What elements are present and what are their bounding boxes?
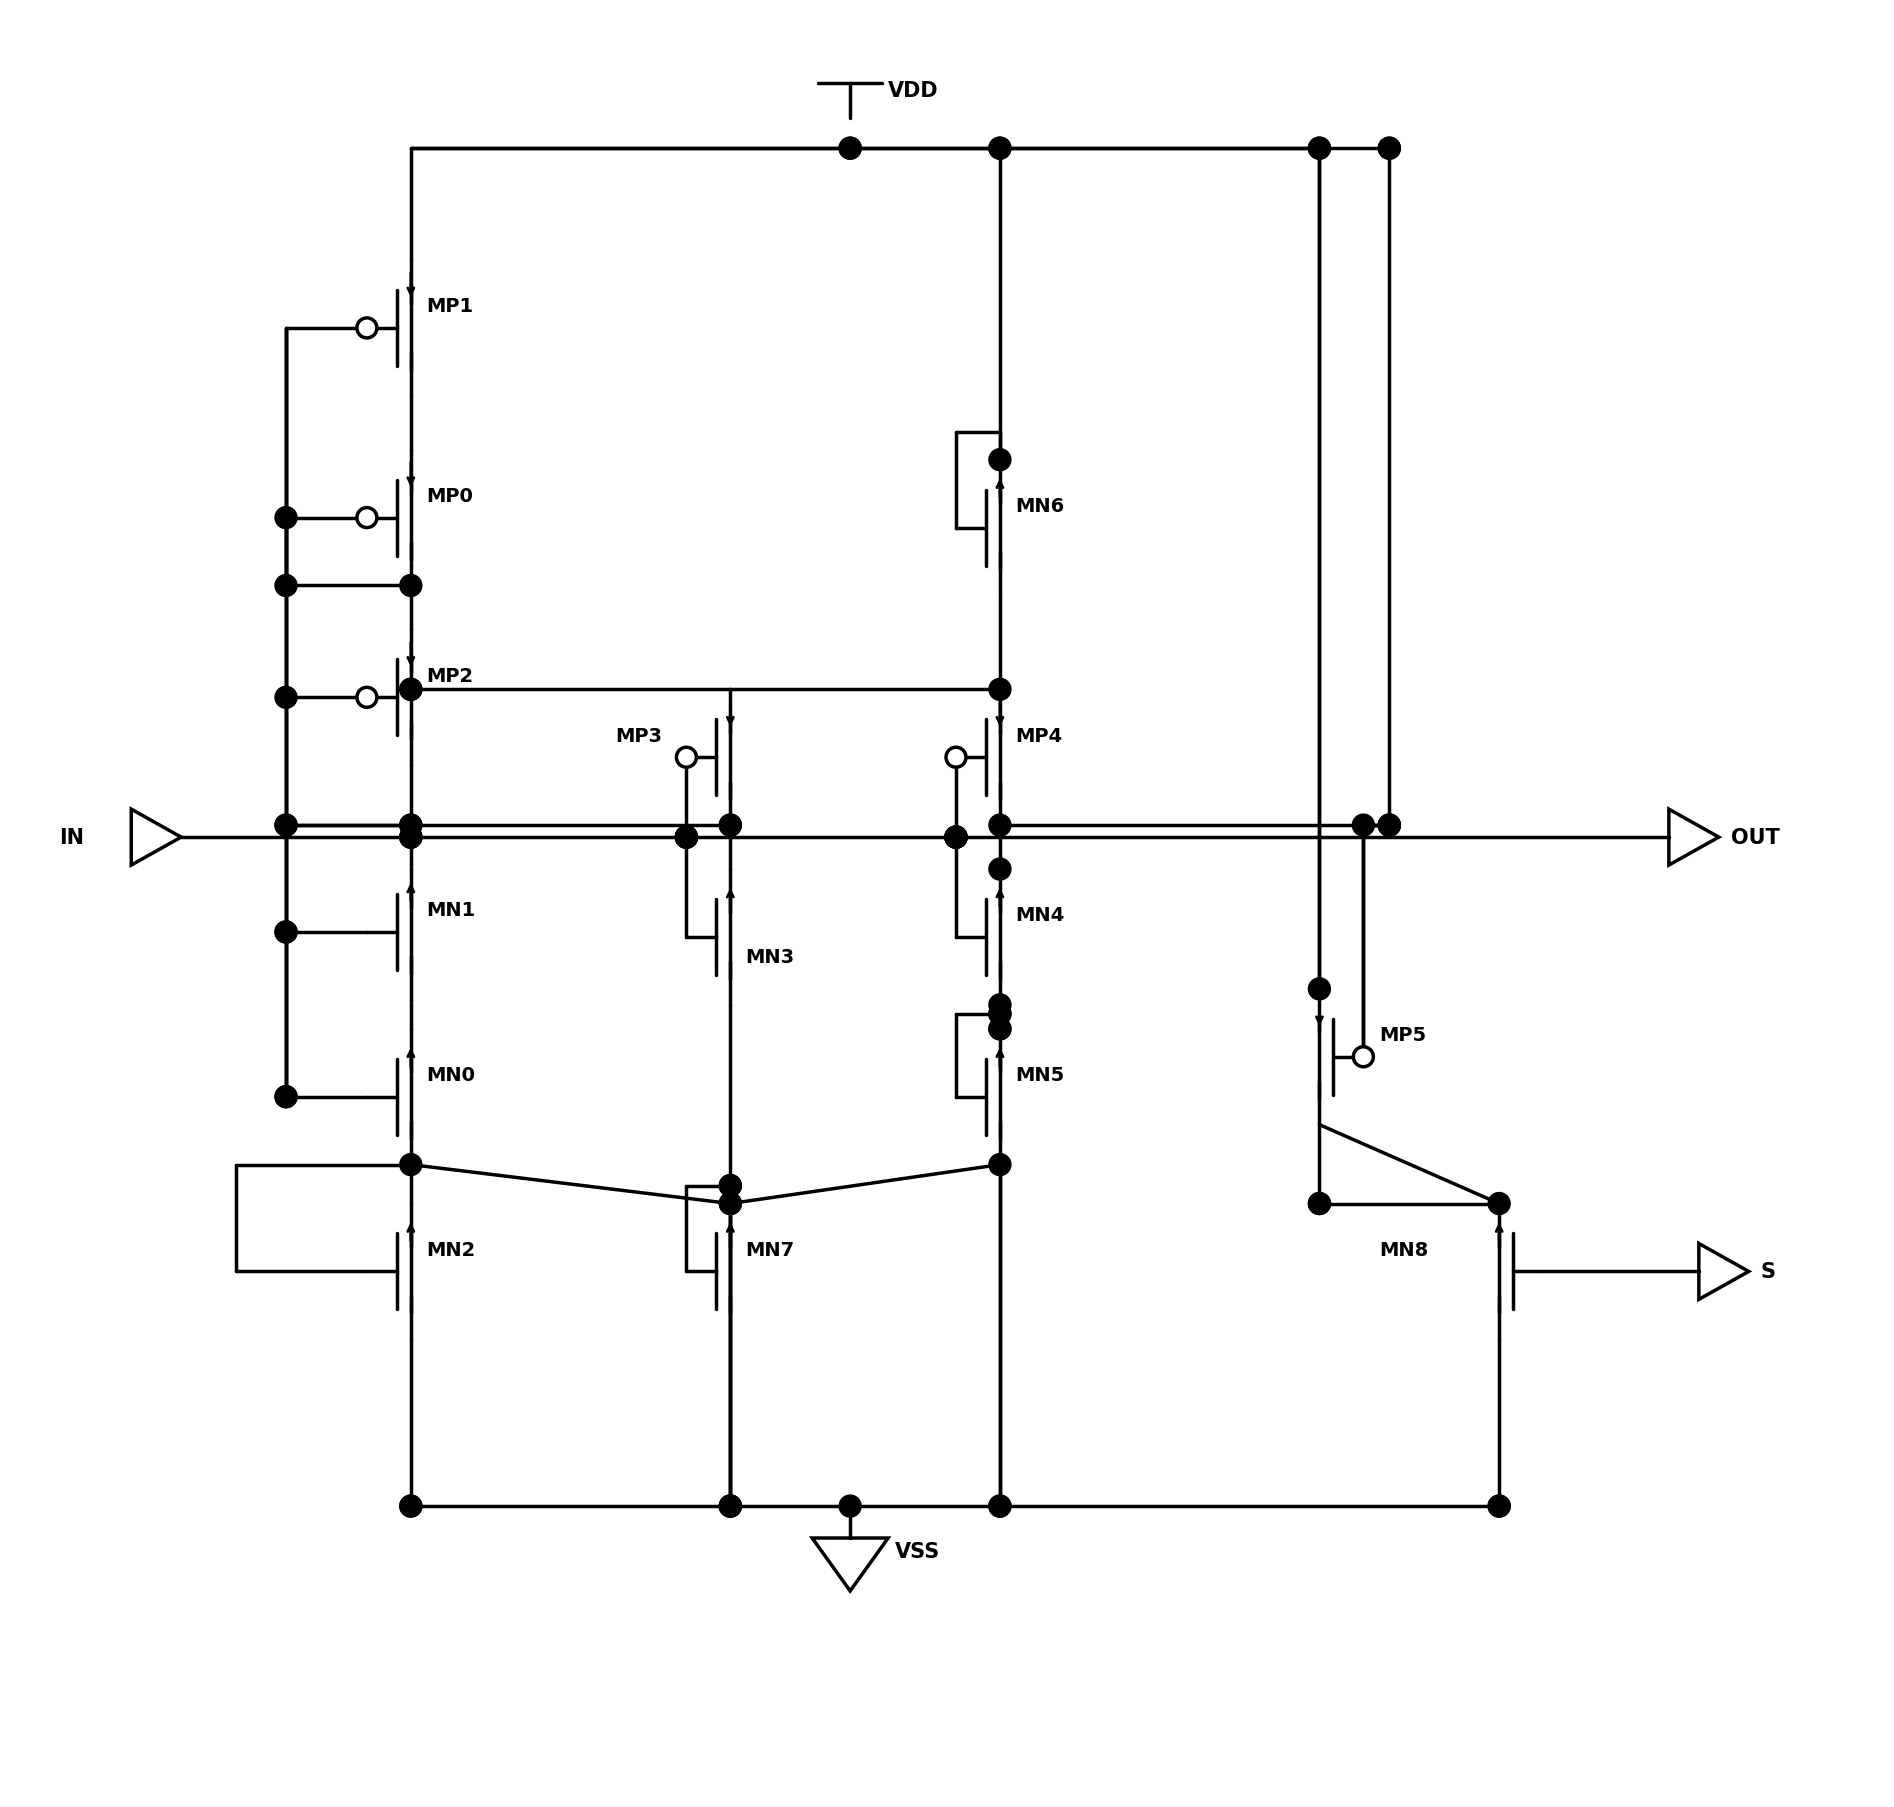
Circle shape: [989, 1155, 1011, 1176]
Circle shape: [720, 815, 741, 837]
Text: MN7: MN7: [746, 1240, 794, 1259]
Circle shape: [1309, 1193, 1330, 1214]
Circle shape: [400, 679, 422, 701]
Circle shape: [720, 1494, 741, 1518]
Text: OUT: OUT: [1731, 828, 1780, 847]
Circle shape: [1379, 815, 1400, 837]
Circle shape: [400, 1494, 422, 1518]
Circle shape: [676, 826, 697, 849]
Circle shape: [945, 826, 968, 849]
Circle shape: [1489, 1494, 1510, 1518]
Circle shape: [1309, 137, 1330, 161]
Circle shape: [989, 815, 1011, 837]
Circle shape: [1309, 1193, 1330, 1214]
Text: VSS: VSS: [896, 1541, 939, 1561]
Text: MP2: MP2: [426, 667, 474, 685]
Circle shape: [989, 679, 1011, 701]
Circle shape: [989, 1003, 1011, 1025]
Circle shape: [275, 922, 297, 943]
Circle shape: [275, 815, 297, 837]
Circle shape: [989, 137, 1011, 161]
Text: MN8: MN8: [1379, 1240, 1428, 1259]
Text: MN5: MN5: [1015, 1066, 1064, 1084]
Circle shape: [989, 1003, 1011, 1025]
Circle shape: [839, 137, 862, 161]
Circle shape: [275, 508, 297, 529]
Circle shape: [989, 450, 1011, 472]
Circle shape: [275, 815, 297, 837]
Circle shape: [989, 1019, 1011, 1041]
Text: IN: IN: [59, 828, 83, 847]
Circle shape: [400, 826, 422, 849]
Text: MN6: MN6: [1015, 497, 1064, 515]
Circle shape: [275, 687, 297, 708]
Circle shape: [720, 1193, 741, 1214]
Circle shape: [400, 815, 422, 837]
Circle shape: [1352, 815, 1375, 837]
Circle shape: [1309, 978, 1330, 1001]
Text: VDD: VDD: [888, 81, 939, 101]
Circle shape: [1379, 137, 1400, 161]
Circle shape: [989, 1019, 1011, 1041]
Circle shape: [400, 815, 422, 837]
Text: MN0: MN0: [426, 1066, 475, 1084]
Text: MN4: MN4: [1015, 905, 1064, 925]
Text: MP5: MP5: [1379, 1026, 1426, 1044]
Circle shape: [1379, 815, 1400, 837]
Circle shape: [676, 826, 697, 849]
Circle shape: [720, 815, 741, 837]
Text: MN3: MN3: [746, 949, 794, 967]
Circle shape: [945, 826, 968, 849]
Circle shape: [676, 826, 697, 849]
Circle shape: [275, 922, 297, 943]
Circle shape: [945, 826, 968, 849]
Circle shape: [989, 1494, 1011, 1518]
Circle shape: [275, 575, 297, 596]
Circle shape: [676, 826, 697, 849]
Circle shape: [275, 1086, 297, 1108]
Circle shape: [356, 508, 377, 528]
Circle shape: [400, 1155, 422, 1176]
Circle shape: [1379, 815, 1400, 837]
Circle shape: [356, 688, 377, 708]
Circle shape: [1489, 1193, 1510, 1214]
Circle shape: [720, 1193, 741, 1214]
Circle shape: [1489, 1494, 1510, 1518]
Circle shape: [400, 679, 422, 701]
Circle shape: [1354, 1048, 1373, 1068]
Text: MP4: MP4: [1015, 726, 1063, 744]
Circle shape: [989, 858, 1011, 880]
Circle shape: [720, 1175, 741, 1196]
Circle shape: [945, 748, 966, 768]
Circle shape: [356, 318, 377, 338]
Text: MP1: MP1: [426, 298, 474, 316]
Circle shape: [400, 826, 422, 849]
Circle shape: [676, 748, 697, 768]
Text: MN2: MN2: [426, 1240, 475, 1259]
Circle shape: [945, 826, 968, 849]
Circle shape: [989, 137, 1011, 161]
Circle shape: [1379, 137, 1400, 161]
Circle shape: [400, 575, 422, 596]
Circle shape: [400, 1494, 422, 1518]
Circle shape: [676, 826, 697, 849]
Circle shape: [945, 826, 968, 849]
Text: MP0: MP0: [426, 486, 474, 506]
Circle shape: [1309, 137, 1330, 161]
Circle shape: [839, 137, 862, 161]
Text: MN1: MN1: [426, 902, 475, 920]
Circle shape: [720, 1494, 741, 1518]
Text: MP3: MP3: [616, 726, 663, 744]
Circle shape: [989, 1494, 1011, 1518]
Circle shape: [720, 1494, 741, 1518]
Text: S: S: [1761, 1261, 1777, 1281]
Circle shape: [989, 994, 1011, 1016]
Circle shape: [275, 1086, 297, 1108]
Circle shape: [400, 826, 422, 849]
Circle shape: [720, 1175, 741, 1196]
Circle shape: [839, 1494, 862, 1518]
